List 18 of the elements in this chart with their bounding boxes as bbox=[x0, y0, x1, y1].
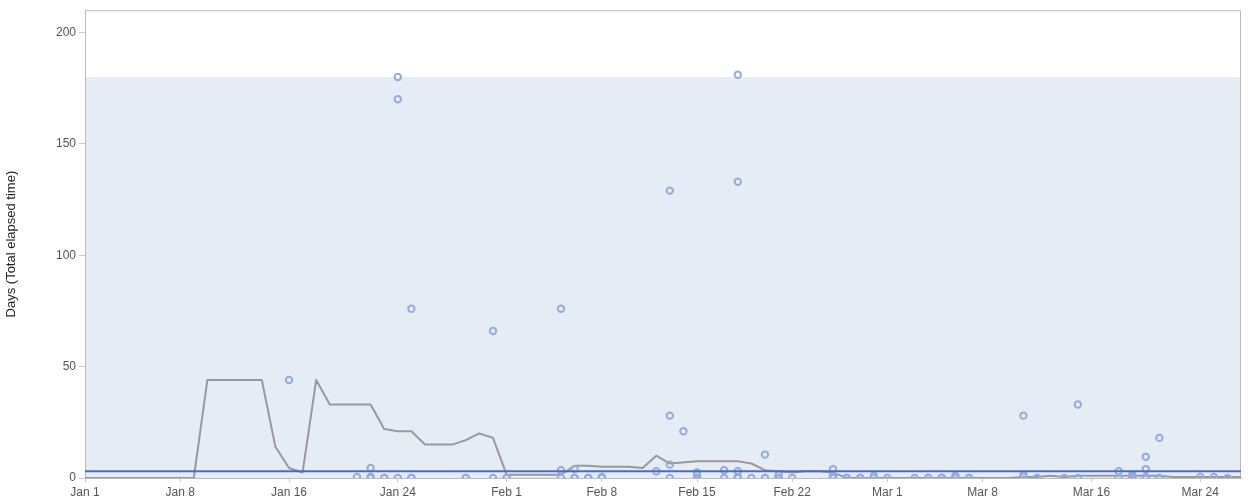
y-tick-label: 50 bbox=[62, 358, 77, 373]
x-tick-label: Feb 22 bbox=[773, 484, 812, 499]
x-tick-label: Jan 24 bbox=[379, 484, 417, 499]
x-tick-label: Jan 16 bbox=[270, 484, 308, 499]
x-tick-label: Mar 24 bbox=[1181, 484, 1220, 499]
x-tick-label: Mar 8 bbox=[967, 484, 999, 499]
x-tick-label: Feb 15 bbox=[678, 484, 717, 499]
y-tick-label: 100 bbox=[55, 247, 77, 262]
x-tick-label: Jan 1 bbox=[70, 484, 100, 499]
x-tick-label: Feb 8 bbox=[586, 484, 618, 499]
x-tick-label: Feb 1 bbox=[491, 484, 523, 499]
y-tick-label: 150 bbox=[55, 136, 77, 151]
x-tick-label: Jan 8 bbox=[165, 484, 196, 499]
x-tick-label: Mar 1 bbox=[872, 484, 904, 499]
y-axis-title: Days (Total elapsed time) bbox=[3, 170, 19, 318]
x-tick-label: Mar 16 bbox=[1072, 484, 1111, 499]
y-tick-label: 0 bbox=[69, 470, 77, 485]
y-tick-label: 200 bbox=[55, 24, 77, 39]
